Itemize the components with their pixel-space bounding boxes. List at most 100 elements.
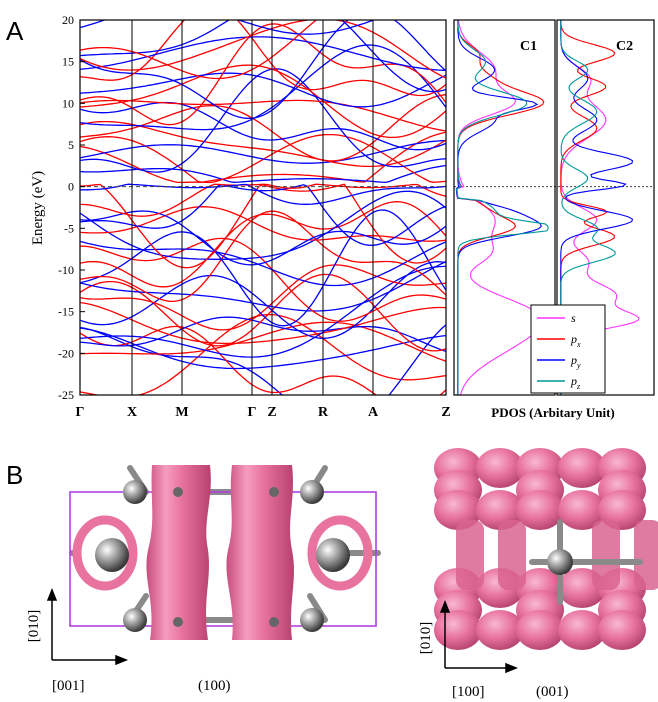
ring-isosurface-left [72, 515, 138, 591]
band-curve [80, 237, 446, 322]
isosurface-lobe [476, 448, 524, 488]
pdos-c2-frame [556, 19, 655, 396]
panel-letter-b: B [6, 460, 23, 490]
y-axis-ticks: 20 15 10 5 0 -5 -10 -15 -20 -25 [58, 13, 85, 402]
y-tick-label: -25 [58, 388, 74, 402]
isosurface-blobs [434, 448, 658, 650]
pdos-curve [456, 20, 543, 395]
isosurface-neck [592, 520, 620, 590]
isosurface-lobe [476, 610, 524, 650]
pdos-legend: s px py pz [530, 304, 606, 394]
structure-100-view: [010] [001] (100) [26, 465, 381, 694]
y-tick-label: -5 [64, 221, 74, 235]
y-tick-label: -20 [58, 346, 74, 360]
band-curve [80, 190, 446, 260]
band-curve [80, 260, 446, 312]
isosurface-lobe [598, 610, 646, 650]
legend-label: s [571, 311, 576, 325]
band-curve [80, 72, 446, 108]
pdos-c1-frame [453, 19, 556, 396]
isosurface-lobe [558, 490, 606, 530]
atom [300, 608, 324, 632]
kpoint-label: Z [441, 405, 450, 420]
kpath-lines [131, 20, 374, 395]
axes-right [439, 599, 519, 674]
band-curve [80, 273, 446, 352]
pdos-panel-label-c1: C1 [520, 39, 537, 54]
band-curve [80, 201, 446, 288]
pdos-x-axis-label: PDOS (Arbitary Unit) [491, 405, 615, 420]
band-curve [80, 209, 446, 327]
band-curve [80, 36, 446, 72]
y-tick-label: 5 [68, 138, 74, 152]
band-curve [80, 20, 318, 80]
band-curve [80, 324, 446, 395]
isosurface-neck [634, 520, 658, 590]
charge-density-tube-1 [146, 465, 211, 640]
charge-density-tube-2 [226, 465, 294, 640]
band-curve [80, 321, 446, 362]
atom-small [269, 617, 279, 627]
axis-label-001: [001] [52, 678, 85, 694]
band-curve [80, 20, 446, 97]
band-curve [80, 210, 446, 303]
plane-label-001: (001) [536, 684, 569, 700]
isosurface-lobe [558, 610, 606, 650]
band-curve [80, 94, 446, 162]
y-tick-label: -15 [58, 305, 74, 319]
isosurface-lobe [516, 610, 564, 650]
band-curve [80, 184, 446, 246]
band-frame [79, 19, 447, 396]
unit-cell-outline [69, 491, 377, 627]
kpoint-label: Z [267, 405, 276, 420]
legend-box [530, 304, 606, 394]
band-curve [80, 206, 446, 242]
band-curve [80, 210, 446, 266]
band-curve [80, 261, 446, 339]
atom [300, 480, 324, 504]
axis-label-010-left: [010] [26, 610, 42, 643]
y-tick-label: 20 [62, 13, 74, 27]
band-curve [80, 264, 446, 331]
kpoint-label: Γ [248, 405, 257, 420]
band-curve [80, 327, 446, 370]
legend-label: px [570, 332, 581, 349]
isosurface-lobe [434, 610, 482, 650]
band-curve [80, 23, 446, 126]
band-curve [80, 20, 446, 79]
atom-small [173, 617, 183, 627]
atom [123, 480, 147, 504]
pdos-panel-label-c2: C2 [616, 39, 633, 54]
legend-label: pz [570, 374, 581, 391]
atom-small [173, 487, 183, 497]
isosurface-lobe [558, 448, 606, 488]
band-curve [80, 183, 446, 205]
pdos-curve [455, 20, 542, 395]
structure-001-view: [010] [100] (001) [418, 448, 658, 700]
band-curve [80, 316, 446, 353]
band-curve [80, 183, 446, 217]
atom [547, 549, 573, 575]
legend-label: py [570, 353, 581, 370]
band-curve [80, 44, 446, 131]
band-curve [80, 20, 446, 119]
band-curve [80, 68, 446, 173]
band-curve [80, 20, 446, 93]
y-tick-label: 15 [62, 55, 74, 69]
isosurface-lobe [516, 490, 564, 530]
isosurface-neck [498, 520, 526, 590]
isosurface-neck [456, 520, 484, 590]
atom [316, 538, 350, 572]
y-tick-label: 10 [62, 96, 74, 110]
band-curve [80, 325, 446, 395]
axis-label-100: [100] [452, 684, 485, 700]
y-axis-label: Energy (eV) [30, 171, 46, 245]
axis-label-010-right: [010] [418, 622, 434, 655]
band-curve [80, 101, 446, 151]
band-curve [80, 64, 446, 139]
kpoint-label: A [368, 405, 379, 420]
atom [123, 608, 147, 632]
kpoint-label: R [318, 405, 329, 420]
